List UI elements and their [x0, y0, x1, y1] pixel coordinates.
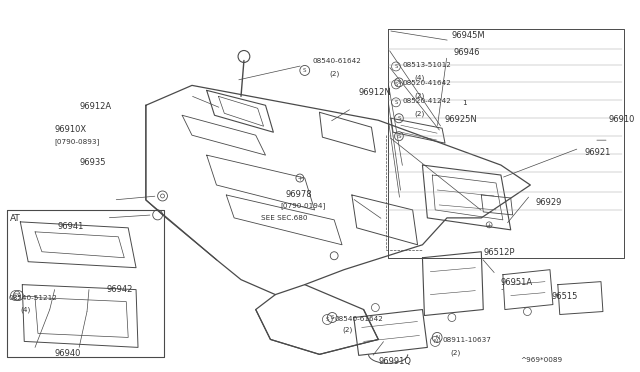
Text: 96942: 96942 [107, 285, 133, 294]
Text: 96515: 96515 [552, 292, 579, 301]
Text: SEE SEC.680: SEE SEC.680 [260, 215, 307, 221]
Text: S: S [397, 80, 401, 85]
Text: S: S [397, 134, 401, 139]
Text: 96935: 96935 [79, 158, 106, 167]
Text: S: S [397, 116, 401, 121]
Text: 08540-61642: 08540-61642 [312, 58, 362, 64]
Text: 1: 1 [461, 100, 467, 106]
Text: 96512P: 96512P [483, 248, 515, 257]
Text: 96946: 96946 [454, 48, 481, 57]
Text: S: S [394, 100, 397, 105]
Text: (2): (2) [415, 92, 425, 99]
Text: N: N [435, 335, 439, 340]
Text: (2): (2) [450, 349, 460, 356]
Text: S: S [326, 317, 329, 322]
Text: 96941: 96941 [58, 222, 84, 231]
Text: (2): (2) [415, 110, 425, 117]
Text: S: S [17, 293, 20, 298]
Text: 96978: 96978 [285, 190, 312, 199]
Text: 96951A: 96951A [501, 278, 533, 287]
Text: 08520-41242: 08520-41242 [403, 98, 452, 104]
Text: 96929: 96929 [535, 198, 562, 207]
Text: S: S [330, 315, 334, 320]
Text: AT: AT [10, 214, 20, 223]
Text: 96940: 96940 [54, 349, 81, 358]
Text: (4): (4) [415, 74, 425, 81]
Text: 96945M: 96945M [452, 31, 486, 39]
Text: ^969*0089: ^969*0089 [520, 357, 563, 363]
Text: 08540-51212: 08540-51212 [8, 295, 58, 301]
Text: 08513-51012: 08513-51012 [403, 62, 452, 68]
Text: S: S [303, 68, 307, 73]
Text: 08520-41642: 08520-41642 [403, 80, 452, 86]
Text: 08540-61642: 08540-61642 [334, 315, 383, 321]
Text: 96912A: 96912A [79, 102, 111, 111]
Text: S: S [394, 64, 397, 69]
Text: (2): (2) [342, 327, 352, 333]
Text: 96910: 96910 [609, 115, 635, 124]
Text: S: S [394, 82, 397, 87]
Text: 08911-10637: 08911-10637 [442, 337, 491, 343]
Text: 96910X: 96910X [54, 125, 87, 134]
Text: 96925N: 96925N [444, 115, 477, 124]
Text: 96991Q: 96991Q [378, 357, 412, 366]
Text: [0790-0194]: [0790-0194] [280, 202, 326, 209]
Text: [0790-0893]: [0790-0893] [54, 138, 100, 145]
Text: (2): (2) [329, 70, 340, 77]
Text: N: N [433, 339, 437, 344]
Text: 96921: 96921 [584, 148, 611, 157]
Text: (4): (4) [20, 307, 31, 313]
Text: S: S [13, 293, 17, 298]
Text: 96912N: 96912N [358, 89, 392, 97]
